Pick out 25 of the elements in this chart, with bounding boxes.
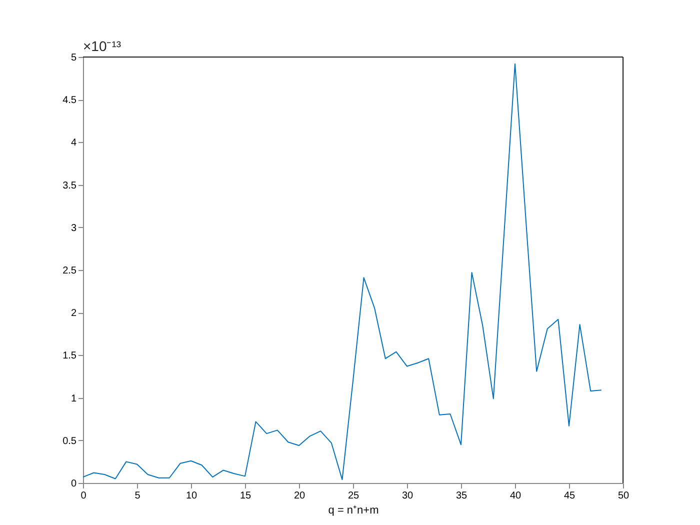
y-tick-label: 1.5 (62, 350, 77, 362)
x-tick-label: 35 (456, 490, 468, 502)
line-series (82, 63, 602, 480)
x-axis-title: q = n⁺n+m (328, 504, 379, 516)
x-tick-label: 40 (510, 490, 522, 502)
text: ×10⁻¹³ (83, 38, 122, 54)
x-tick-label: 20 (294, 490, 306, 502)
x-tick-label: 5 (134, 490, 141, 502)
y-tick-label: 3.5 (62, 180, 77, 192)
y-tick-label: 3 (70, 222, 77, 234)
x-tick-label: 25 (348, 490, 360, 502)
y-tick-label: 4 (70, 138, 77, 149)
x-tick-label: 0 (80, 490, 87, 502)
x-tick-label: 45 (564, 490, 576, 502)
x-tick-label: 30 (402, 490, 414, 502)
y-tick-label: 0 (70, 478, 77, 490)
x-tick-label: 15 (240, 490, 252, 502)
y-tick-label: 4.5 (62, 95, 77, 106)
y-tick-label: 0.5 (62, 436, 77, 447)
y-tick-label: 2.5 (62, 266, 77, 276)
y-tick-label: 2 (70, 308, 77, 320)
x-tick-label: 50 (618, 490, 630, 502)
y-tick-label: 5 (70, 52, 77, 64)
x-tick-label: 10 (186, 490, 198, 502)
y-tick-label: 1 (70, 393, 77, 404)
